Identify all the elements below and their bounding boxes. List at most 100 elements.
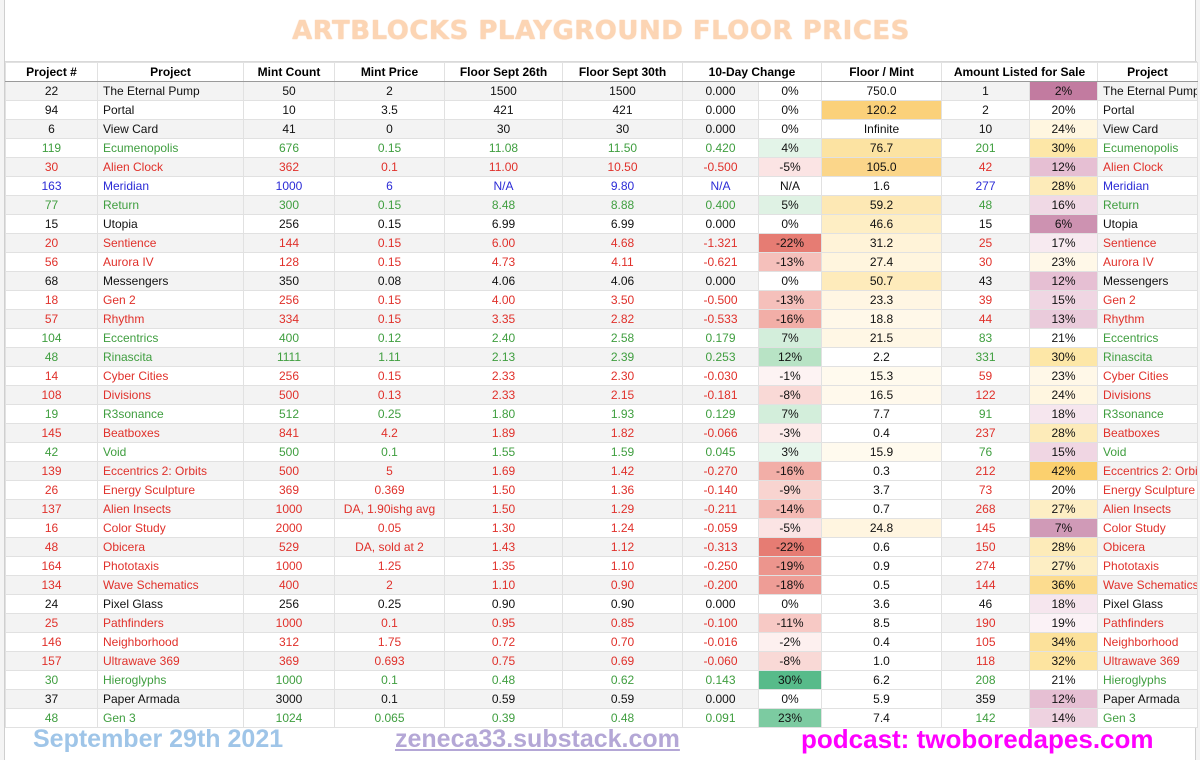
cell-project-name[interactable]: Hieroglyphs [97, 670, 244, 690]
col-header-project[interactable]: Project [97, 62, 244, 82]
cell-floor-sept-26[interactable]: 2.40 [444, 328, 563, 348]
cell-project-name-2[interactable]: R3sonance [1097, 404, 1199, 424]
cell-mint-price[interactable]: 0.15 [334, 309, 445, 329]
cell-listed-pct[interactable]: 28% [1029, 537, 1099, 557]
cell-mint-price[interactable]: 0.25 [334, 404, 445, 424]
cell-floor-mint[interactable]: 31.2 [821, 233, 943, 253]
cell-mint-price[interactable]: 2 [334, 81, 445, 101]
cell-mint-count[interactable]: 256 [243, 214, 335, 234]
cell-mint-price[interactable]: 4.2 [334, 423, 445, 443]
table-row[interactable]: 134 Wave Schematics 400 2 1.10 0.90 -0.200 -18%… [5, 575, 1199, 595]
col-header-floor-mint[interactable]: Floor / Mint [821, 62, 943, 82]
table-row[interactable]: 42 Void 500 0.1 1.55 1.59 0.045 3% 15.9 76 15% Void [5, 442, 1199, 462]
cell-floor-mint[interactable]: 0.4 [821, 632, 943, 652]
cell-floor-sept-26[interactable]: 0.75 [444, 651, 563, 671]
cell-10-day-change[interactable]: -0.030 [682, 366, 759, 386]
cell-project-name-2[interactable]: Phototaxis [1097, 556, 1199, 576]
cell-floor-sept-26[interactable]: 1500 [444, 81, 563, 101]
cell-floor-sept-30[interactable]: 1.12 [562, 537, 683, 557]
cell-10-day-change-pct[interactable]: 0% [757, 81, 823, 101]
cell-mint-price[interactable]: 0.15 [334, 195, 445, 215]
cell-floor-mint[interactable]: 7.7 [821, 404, 943, 424]
cell-listed-pct[interactable]: 30% [1029, 138, 1099, 158]
cell-10-day-change-pct[interactable]: N/A [757, 176, 823, 196]
cell-project-name-2[interactable]: Sentience [1097, 233, 1199, 253]
cell-10-day-change-pct[interactable]: 0% [757, 271, 823, 291]
cell-listed-pct[interactable]: 13% [1029, 309, 1099, 329]
cell-10-day-change[interactable]: 0.000 [682, 119, 759, 139]
cell-floor-sept-30[interactable]: 2.82 [562, 309, 683, 329]
cell-project-name[interactable]: Eccentrics 2: Orbits [97, 461, 244, 481]
cell-10-day-change[interactable]: -0.016 [682, 632, 759, 652]
cell-mint-price[interactable]: 0.065 [334, 708, 445, 728]
cell-floor-mint[interactable]: 0.4 [821, 423, 943, 443]
cell-amount-listed[interactable]: 201 [941, 138, 1031, 158]
cell-10-day-change-pct[interactable]: -9% [757, 480, 823, 500]
cell-10-day-change-pct[interactable]: 0% [757, 119, 823, 139]
cell-mint-count[interactable]: 256 [243, 290, 335, 310]
cell-10-day-change[interactable]: -0.140 [682, 480, 759, 500]
cell-amount-listed[interactable]: 2 [941, 100, 1031, 120]
cell-project-number[interactable]: 19 [5, 404, 98, 424]
cell-10-day-change[interactable]: -0.100 [682, 613, 759, 633]
cell-mint-count[interactable]: 362 [243, 157, 335, 177]
cell-project-name-2[interactable]: Return [1097, 195, 1199, 215]
cell-project-name-2[interactable]: The Eternal Pump [1097, 81, 1199, 101]
cell-floor-sept-30[interactable]: 1.42 [562, 461, 683, 481]
cell-10-day-change[interactable]: 0.000 [682, 689, 759, 709]
cell-10-day-change-pct[interactable]: -2% [757, 632, 823, 652]
cell-mint-count[interactable]: 369 [243, 480, 335, 500]
cell-floor-sept-26[interactable]: 2.33 [444, 366, 563, 386]
cell-10-day-change[interactable]: -0.313 [682, 537, 759, 557]
cell-floor-sept-26[interactable]: 4.06 [444, 271, 563, 291]
cell-floor-mint[interactable]: 1.0 [821, 651, 943, 671]
cell-amount-listed[interactable]: 59 [941, 366, 1031, 386]
cell-project-name-2[interactable]: Ecumenopolis [1097, 138, 1199, 158]
cell-listed-pct[interactable]: 28% [1029, 176, 1099, 196]
cell-mint-price[interactable]: 0 [334, 119, 445, 139]
cell-project-name[interactable]: Messengers [97, 271, 244, 291]
table-row[interactable]: 157 Ultrawave 369 369 0.693 0.75 0.69 -0.060 -8… [5, 651, 1199, 671]
cell-project-name-2[interactable]: Beatboxes [1097, 423, 1199, 443]
cell-project-number[interactable]: 25 [5, 613, 98, 633]
cell-project-name[interactable]: Energy Sculpture [97, 480, 244, 500]
cell-amount-listed[interactable]: 91 [941, 404, 1031, 424]
cell-mint-price[interactable]: 0.15 [334, 252, 445, 272]
cell-floor-sept-30[interactable]: 4.11 [562, 252, 683, 272]
cell-listed-pct[interactable]: 15% [1029, 442, 1099, 462]
cell-mint-price[interactable]: 0.05 [334, 518, 445, 538]
table-row[interactable]: 16 Color Study 2000 0.05 1.30 1.24 -0.059 -5% 24… [5, 518, 1199, 538]
cell-project-name-2[interactable]: Meridian [1097, 176, 1199, 196]
cell-10-day-change-pct[interactable]: -8% [757, 651, 823, 671]
cell-10-day-change[interactable]: 0.143 [682, 670, 759, 690]
podcast-link[interactable]: podcast: twoboredapes.com [801, 723, 1154, 754]
cell-project-name[interactable]: Phototaxis [97, 556, 244, 576]
cell-mint-count[interactable]: 1024 [243, 708, 335, 728]
cell-floor-sept-26[interactable]: 421 [444, 100, 563, 120]
cell-project-name[interactable]: Utopia [97, 214, 244, 234]
cell-10-day-change-pct[interactable]: -13% [757, 290, 823, 310]
cell-project-name[interactable]: Wave Schematics [97, 575, 244, 595]
cell-project-number[interactable]: 48 [5, 537, 98, 557]
cell-project-name[interactable]: Gen 2 [97, 290, 244, 310]
cell-project-number[interactable]: 48 [5, 708, 98, 728]
cell-floor-sept-26[interactable]: 1.35 [444, 556, 563, 576]
cell-listed-pct[interactable]: 12% [1029, 271, 1099, 291]
cell-mint-price[interactable]: DA, 1.90ishg avg [334, 499, 445, 519]
table-row[interactable]: 104 Eccentrics 400 0.12 2.40 2.58 0.179 7% 21.5 8… [5, 328, 1199, 348]
cell-amount-listed[interactable]: 150 [941, 537, 1031, 557]
cell-amount-listed[interactable]: 268 [941, 499, 1031, 519]
cell-mint-count[interactable]: 256 [243, 366, 335, 386]
cell-floor-mint[interactable]: 0.7 [821, 499, 943, 519]
cell-floor-sept-30[interactable]: 2.30 [562, 366, 683, 386]
col-header-10-day-change[interactable]: 10-Day Change [681, 62, 823, 82]
cell-floor-sept-30[interactable]: 0.62 [562, 670, 683, 690]
cell-project-number[interactable]: 14 [5, 366, 98, 386]
cell-project-number[interactable]: 20 [5, 233, 98, 253]
cell-mint-price[interactable]: 0.369 [334, 480, 445, 500]
cell-floor-sept-30[interactable]: 10.50 [562, 157, 683, 177]
cell-amount-listed[interactable]: 331 [941, 347, 1031, 367]
table-row[interactable]: 163 Meridian 1000 6 N/A 9.80 N/A N/A 1.6 277 28% Me… [5, 176, 1199, 196]
cell-floor-mint[interactable]: 0.9 [821, 556, 943, 576]
cell-project-name-2[interactable]: Paper Armada [1097, 689, 1199, 709]
